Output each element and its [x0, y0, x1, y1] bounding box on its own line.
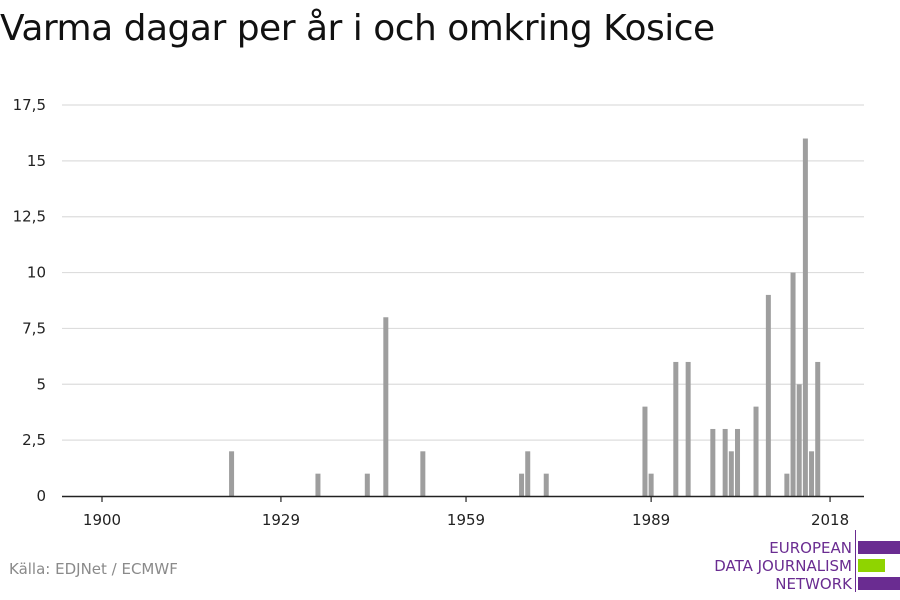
bar: [765, 294, 771, 496]
bar: [229, 451, 235, 496]
bar: [710, 428, 716, 496]
y-tick-label: 17,5: [13, 96, 46, 114]
bar: [815, 361, 821, 496]
chart-title: Varma dagar per år i och omkring Kosice: [0, 8, 715, 49]
logo-bar-green: [858, 559, 885, 572]
bar: [383, 317, 389, 496]
bar: [809, 451, 815, 496]
bar: [796, 384, 802, 496]
bar: [784, 473, 790, 496]
bar: [642, 406, 648, 496]
bar: [735, 428, 741, 496]
x-tick-label: 1929: [262, 511, 300, 529]
y-tick-label: 7,5: [22, 319, 46, 337]
source-note: Källa: EDJNet / ECMWF: [9, 560, 178, 578]
y-axis-ticks: 0 2,5 5 7,5 10 12,5 15 17,5: [13, 96, 46, 505]
x-tick-label: 1959: [447, 511, 485, 529]
bar: [420, 451, 426, 496]
bar: [673, 361, 679, 496]
bar: [525, 451, 531, 496]
edjnet-logo[interactable]: EUROPEAN DATA JOURNALISM NETWORK: [700, 530, 900, 594]
bar: [648, 473, 654, 496]
bar: [753, 406, 759, 496]
logo-bar-purple-top: [858, 541, 900, 554]
bar: [543, 473, 549, 496]
grid-lines: [62, 104, 864, 441]
bar: [685, 361, 691, 496]
x-tick-label: 1989: [632, 511, 670, 529]
y-tick-label: 5: [36, 375, 46, 393]
logo-bar-purple-bottom: [858, 577, 900, 590]
logo-line-1: EUROPEAN: [769, 539, 852, 557]
y-tick-label: 12,5: [13, 208, 46, 226]
bars: [229, 138, 821, 496]
bar: [315, 473, 321, 496]
logo-line-2: DATA JOURNALISM: [714, 557, 852, 575]
bar: [802, 138, 808, 496]
bar: [364, 473, 370, 496]
x-tick-label: 1900: [83, 511, 121, 529]
bar: [722, 428, 728, 496]
bar: [728, 451, 734, 496]
x-axis-ticks: 1900 1929 1959 1989 2018: [83, 496, 849, 529]
y-tick-label: 10: [27, 264, 46, 282]
logo-divider: [855, 530, 856, 592]
x-tick-label: 2018: [811, 511, 849, 529]
bar: [519, 473, 525, 496]
y-tick-label: 2,5: [22, 431, 46, 449]
y-tick-label: 0: [36, 487, 46, 505]
logo-line-3: NETWORK: [775, 575, 852, 593]
bar: [790, 272, 796, 496]
y-tick-label: 15: [27, 152, 46, 170]
